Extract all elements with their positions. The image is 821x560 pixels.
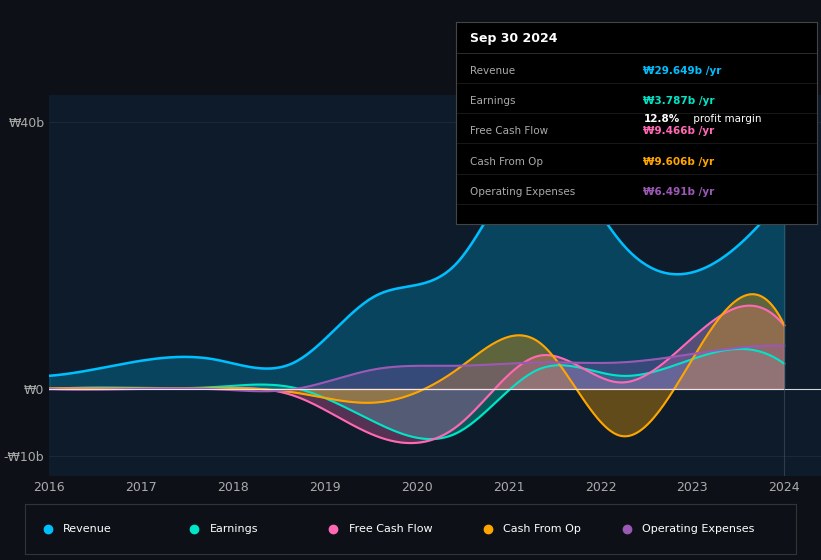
Text: Cash From Op: Cash From Op xyxy=(470,156,544,166)
Text: profit margin: profit margin xyxy=(690,114,762,124)
Text: ₩9.466b /yr: ₩9.466b /yr xyxy=(644,126,715,136)
Text: Free Cash Flow: Free Cash Flow xyxy=(349,524,433,534)
Text: ₩9.606b /yr: ₩9.606b /yr xyxy=(644,156,714,166)
Text: Earnings: Earnings xyxy=(470,96,516,106)
Text: Free Cash Flow: Free Cash Flow xyxy=(470,126,548,136)
Text: Cash From Op: Cash From Op xyxy=(503,524,581,534)
Text: Revenue: Revenue xyxy=(470,66,516,76)
Text: Operating Expenses: Operating Expenses xyxy=(470,186,576,197)
Text: ₩6.491b /yr: ₩6.491b /yr xyxy=(644,186,715,197)
Text: Revenue: Revenue xyxy=(63,524,112,534)
Text: ₩29.649b /yr: ₩29.649b /yr xyxy=(644,66,722,76)
Text: Sep 30 2024: Sep 30 2024 xyxy=(470,32,557,45)
Text: Earnings: Earnings xyxy=(210,524,259,534)
Text: ₩3.787b /yr: ₩3.787b /yr xyxy=(644,96,715,106)
Text: Operating Expenses: Operating Expenses xyxy=(642,524,754,534)
Text: 12.8%: 12.8% xyxy=(644,114,680,124)
